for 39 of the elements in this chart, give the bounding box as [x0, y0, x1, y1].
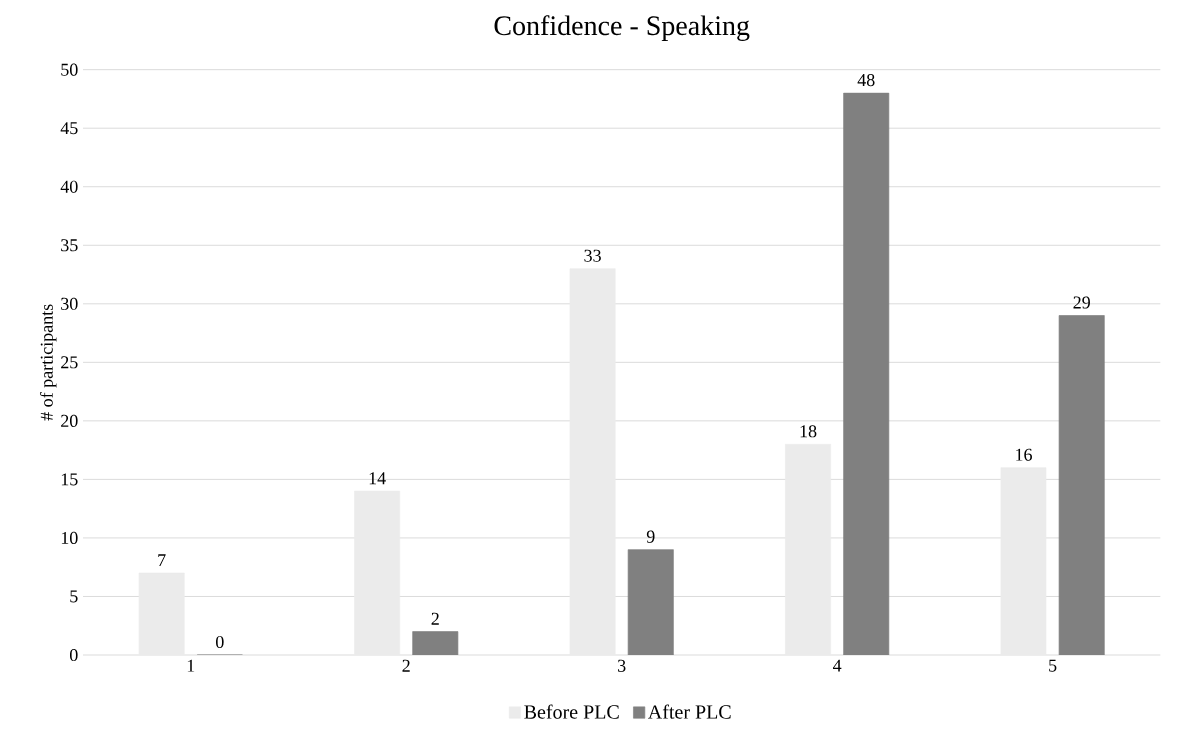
y-tick-label: 10: [61, 531, 78, 544]
legend-label: After PLC: [648, 704, 731, 719]
bar: [627, 549, 674, 655]
y-axis-title: # of participants: [39, 304, 57, 421]
data-label: 2: [431, 612, 439, 625]
data-label: 0: [216, 635, 224, 649]
y-tick-label: 35: [61, 239, 78, 252]
y-tick-label: 20: [61, 414, 78, 427]
x-tick-label: 4: [833, 659, 842, 672]
x-tick-label: 3: [618, 659, 626, 672]
bar: [138, 572, 185, 655]
data-label: 14: [369, 472, 386, 485]
x-tick-label: 1: [187, 659, 195, 672]
y-tick-label: 40: [60, 180, 78, 193]
x-tick-label: 2: [402, 659, 410, 672]
y-tick-label: 50: [61, 63, 78, 76]
legend-label: Before PLC: [524, 704, 619, 719]
bar: [412, 631, 459, 655]
y-tick-label: 45: [60, 122, 78, 135]
data-label: 16: [1016, 448, 1032, 461]
data-label: 18: [800, 425, 817, 438]
data-label: 33: [584, 249, 601, 262]
data-label: 9: [646, 530, 655, 543]
bar: [354, 490, 401, 655]
y-tick-label: 15: [61, 473, 78, 486]
data-label: 7: [158, 554, 166, 567]
bar: [569, 268, 616, 655]
bar: [1058, 315, 1105, 655]
bar: [785, 443, 832, 655]
y-tick-label: 0: [69, 648, 78, 662]
data-label: 48: [857, 73, 875, 87]
bar: [843, 92, 890, 655]
x-tick-label: 5: [1049, 659, 1057, 672]
y-tick-label: 30: [61, 297, 78, 310]
data-label: 29: [1073, 296, 1090, 309]
y-tick-label: 5: [70, 590, 78, 603]
y-tick-label: 25: [61, 356, 78, 369]
chart-title: Confidence - Speaking: [494, 15, 750, 41]
bar: [1000, 467, 1047, 655]
